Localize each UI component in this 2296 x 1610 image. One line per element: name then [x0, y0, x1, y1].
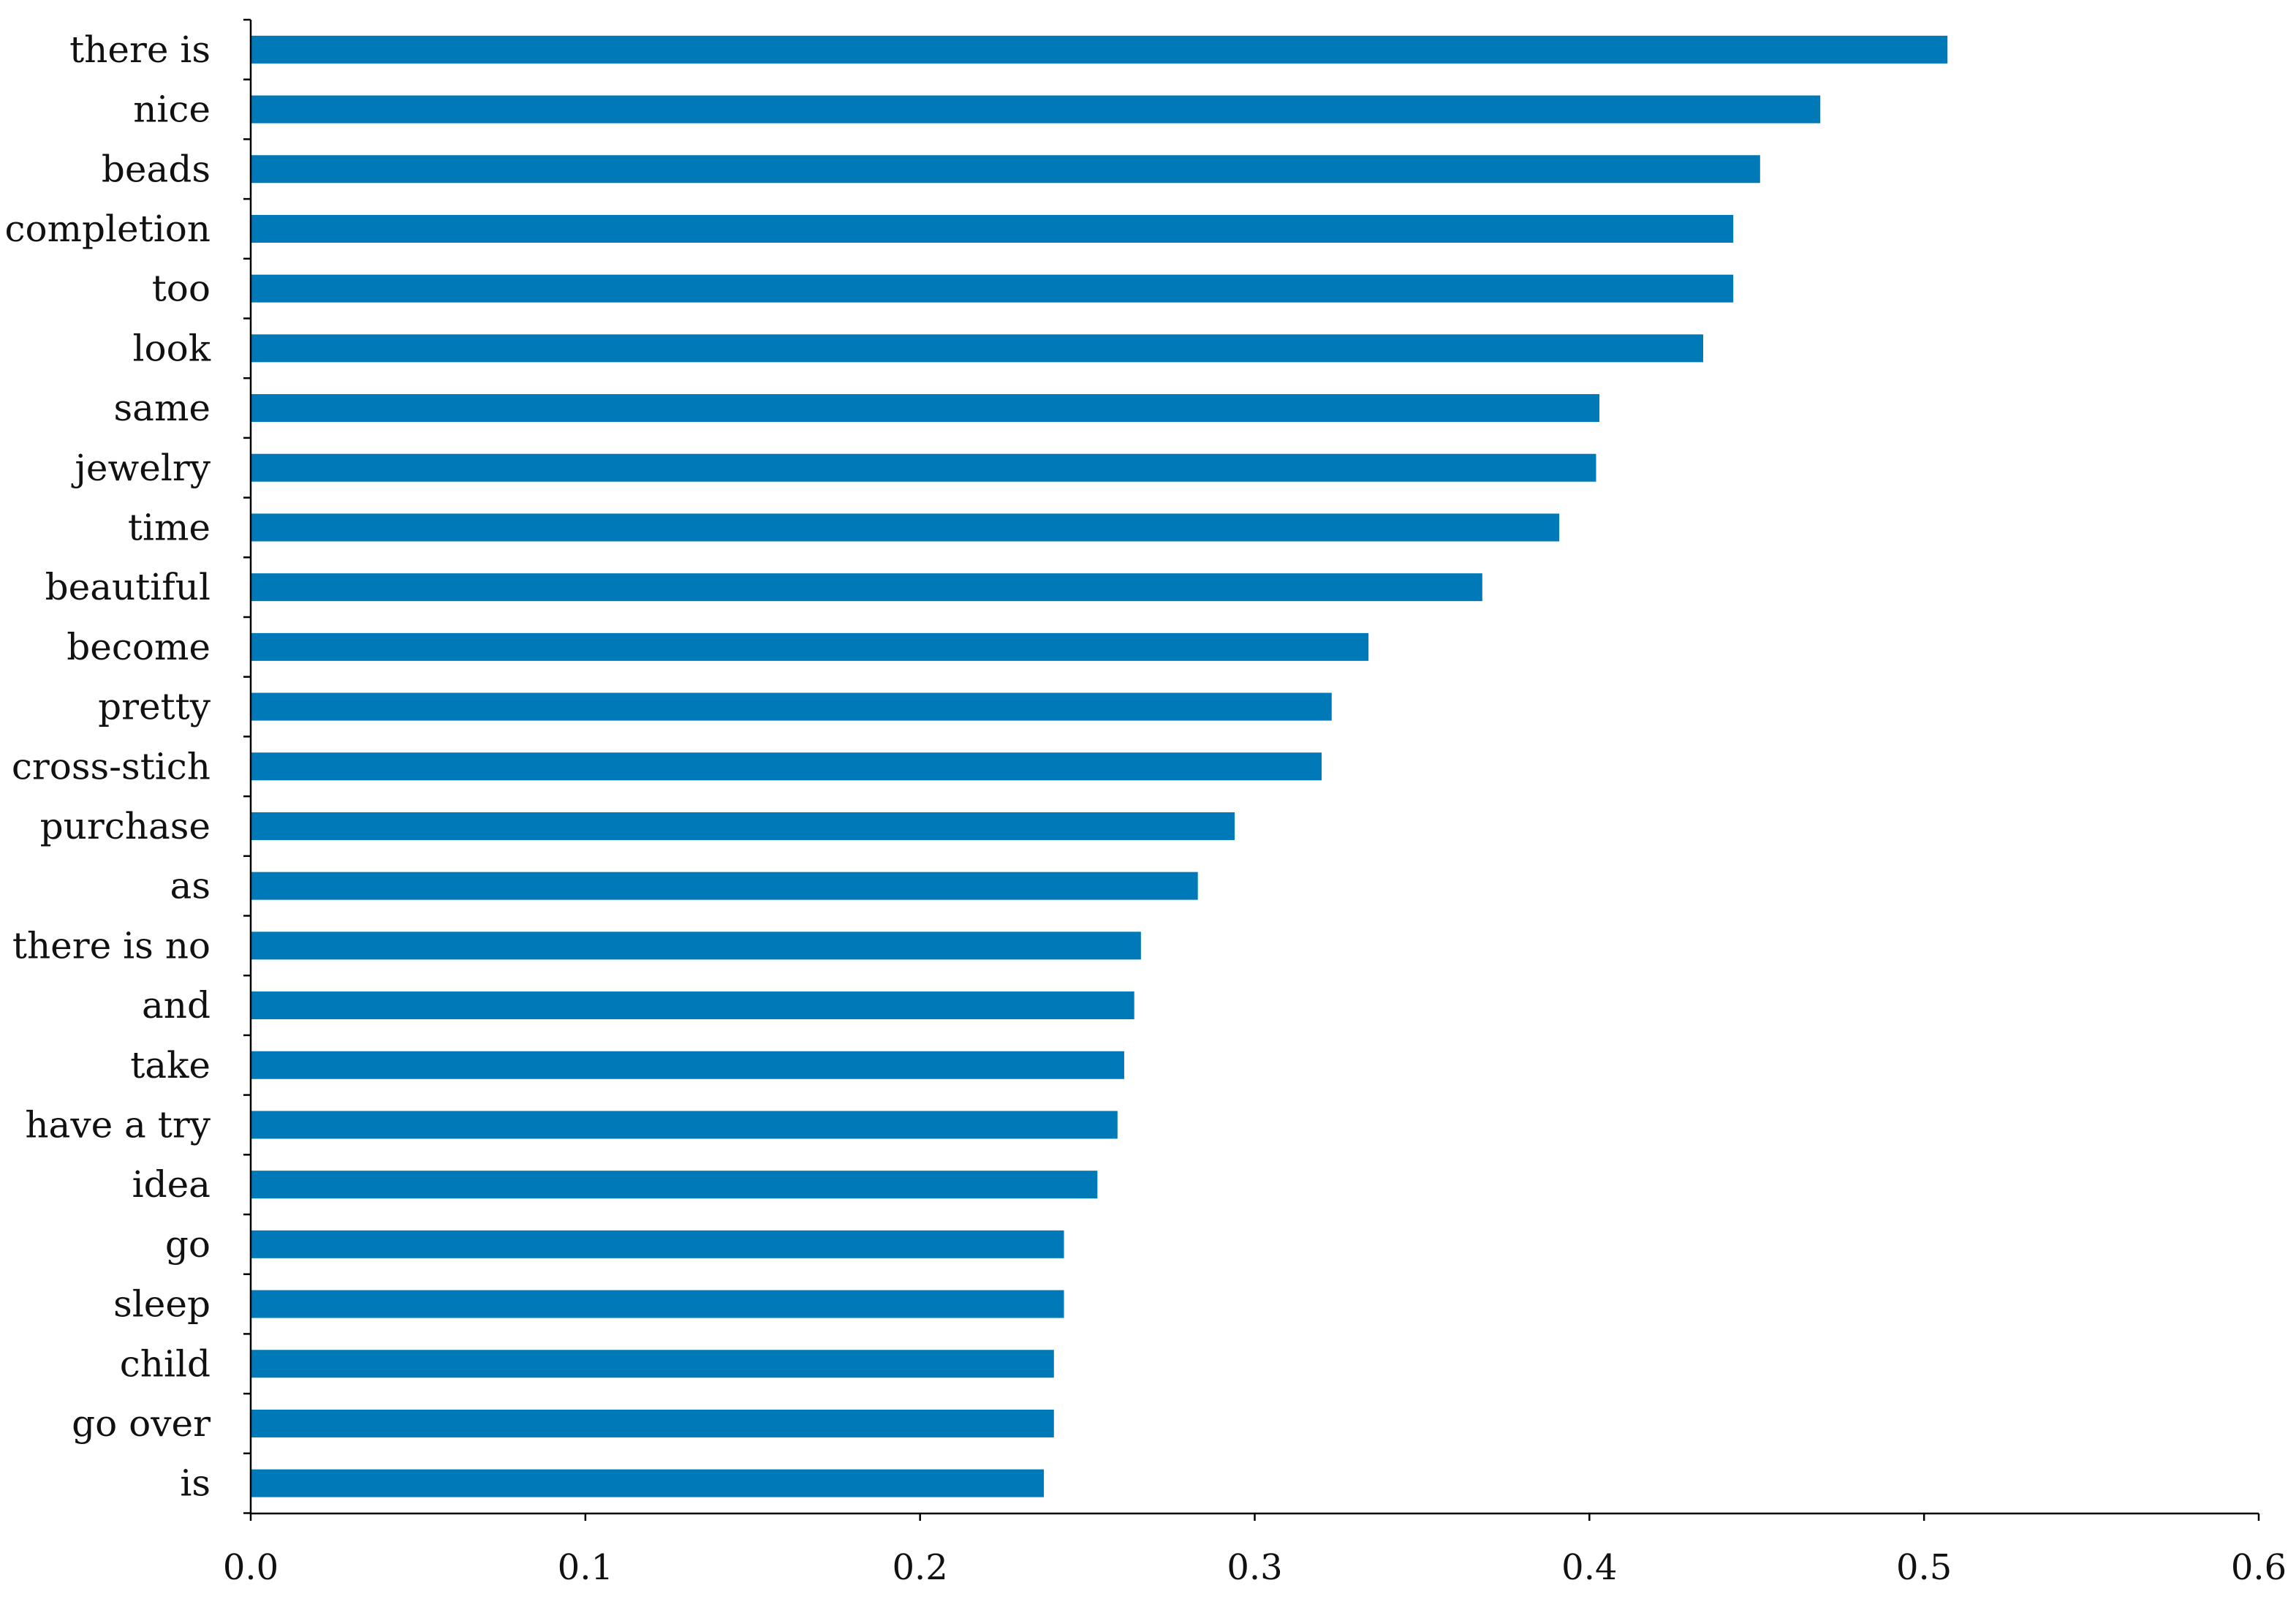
category-label-and: and [142, 984, 211, 1027]
bar-as [251, 872, 1198, 900]
x-tick-label: 0.6 [2231, 1547, 2286, 1588]
category-label-cross-stich: cross-stich [12, 745, 211, 787]
bar-pretty [251, 692, 1332, 721]
bar-go [251, 1230, 1064, 1258]
bar-completion [251, 214, 1734, 243]
category-label-jewelry: jewelry [71, 447, 211, 489]
category-label-idea: idea [132, 1163, 211, 1206]
bar-is [251, 1469, 1045, 1497]
bars-group [251, 35, 1948, 1497]
category-label-same: same [114, 387, 211, 429]
bar-time [251, 513, 1560, 542]
bar-purchase [251, 812, 1235, 840]
category-label-look: look [133, 327, 211, 369]
category-label-go-over: go over [72, 1402, 211, 1445]
category-label-purchase: purchase [40, 805, 211, 847]
bar-go-over [251, 1409, 1054, 1437]
bar-there-is [251, 35, 1948, 64]
category-label-time: time [128, 506, 211, 548]
x-tick-label: 0.3 [1227, 1547, 1282, 1588]
x-tick-label: 0.4 [1561, 1547, 1617, 1588]
category-label-beads: beads [102, 148, 211, 190]
category-label-become: become [67, 626, 211, 668]
category-label-pretty: pretty [98, 686, 211, 728]
bar-there-is-no [251, 931, 1141, 960]
bar-beads [251, 155, 1760, 184]
bar-nice [251, 95, 1821, 124]
bar-sleep [251, 1290, 1064, 1318]
x-tick-label: 0.1 [558, 1547, 613, 1588]
bar-have-a-try [251, 1111, 1118, 1139]
bar-beautiful [251, 573, 1482, 602]
category-label-as: as [170, 865, 211, 907]
bar-idea [251, 1171, 1098, 1199]
category-label-have-a-try: have a try [25, 1103, 211, 1146]
category-label-completion: completion [5, 208, 211, 250]
bar-same [251, 394, 1600, 423]
bar-look [251, 334, 1703, 363]
bar-take [251, 1051, 1124, 1079]
x-tick-label: 0.2 [892, 1547, 947, 1588]
category-labels: there is nice beads completion too look same je… [5, 29, 211, 1505]
category-label-there-is-no: there is no [12, 924, 211, 967]
category-label-is: is [180, 1462, 211, 1505]
category-label-sleep: sleep [113, 1283, 211, 1326]
x-tick-label: 0.5 [1896, 1547, 1952, 1588]
category-label-too: too [152, 268, 211, 310]
category-label-take: take [130, 1044, 211, 1086]
category-label-nice: nice [133, 88, 211, 131]
bar-child [251, 1350, 1054, 1378]
bar-jewelry [251, 453, 1596, 482]
category-label-there-is: there is [69, 29, 211, 71]
bar-become [251, 632, 1369, 661]
bar-and [251, 991, 1134, 1020]
bar-too [251, 274, 1734, 303]
category-label-go: go [165, 1223, 211, 1266]
bar-cross-stich [251, 752, 1322, 781]
x-tick-labels: 0.0 0.1 0.2 0.3 0.4 0.5 0.6 [223, 1547, 2286, 1588]
x-tick-label: 0.0 [223, 1547, 279, 1588]
category-label-child: child [120, 1342, 211, 1385]
category-label-beautiful: beautiful [45, 566, 211, 608]
axes [243, 18, 2260, 1521]
